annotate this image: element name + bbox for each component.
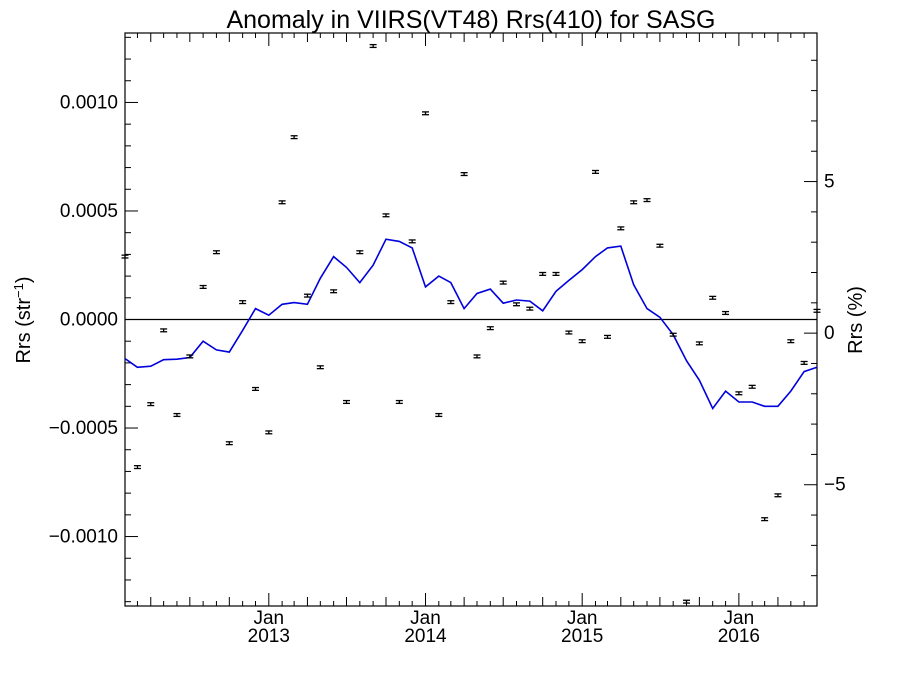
y-tick-label: 0.0005 xyxy=(60,201,118,222)
data-point xyxy=(173,412,181,418)
data-point xyxy=(787,339,795,344)
data-point xyxy=(147,402,155,407)
data-point xyxy=(199,284,207,290)
x-tick-year-label: 2015 xyxy=(561,626,603,647)
data-point xyxy=(813,308,821,313)
data-point xyxy=(186,354,194,359)
data-point xyxy=(133,465,141,470)
data-point xyxy=(225,441,233,446)
y2-tick-label: 5 xyxy=(824,172,835,193)
data-point xyxy=(630,200,638,205)
data-point xyxy=(617,226,625,231)
y-axis-tick-labels: 0.0010 0.0005 0.0000 −0.0005 −0.0010 xyxy=(49,92,118,547)
data-point xyxy=(669,332,677,337)
data-point xyxy=(643,198,651,203)
data-point xyxy=(539,271,547,276)
data-point xyxy=(748,384,756,389)
data-point xyxy=(709,295,717,300)
data-point xyxy=(486,326,494,331)
data-point xyxy=(356,250,364,255)
smoothed-anomaly-line xyxy=(124,238,818,411)
data-point xyxy=(435,412,443,418)
data-point xyxy=(552,271,560,276)
data-point xyxy=(303,293,311,298)
data-point xyxy=(290,135,298,140)
data-point xyxy=(604,334,612,339)
data-point xyxy=(565,330,573,335)
y2-tick-label: −5 xyxy=(824,475,846,496)
x-tick-month-label: Jan xyxy=(567,608,598,629)
data-point xyxy=(447,300,455,305)
data-point xyxy=(460,172,468,177)
data-point xyxy=(800,360,808,365)
data-point xyxy=(239,300,247,305)
data-point xyxy=(695,341,703,346)
y2-axis-tick-labels: 5 0 −5 xyxy=(824,172,846,496)
data-point xyxy=(722,310,730,316)
x-tick-year-label: 2014 xyxy=(404,626,447,647)
data-point xyxy=(212,250,220,255)
data-point xyxy=(408,239,416,244)
data-point xyxy=(526,306,534,311)
data-point xyxy=(330,289,338,294)
data-point xyxy=(421,111,429,116)
chart-title: Anomaly in VIIRS(VT48) Rrs(410) for SASG xyxy=(226,6,715,34)
data-point xyxy=(316,365,324,370)
data-point xyxy=(343,399,351,405)
x-tick-year-label: 2013 xyxy=(248,626,290,647)
y-tick-label: −0.0010 xyxy=(49,527,118,548)
y-axis-label: Rrs (str−1) xyxy=(11,276,35,363)
x-tick-month-label: Jan xyxy=(253,608,284,629)
y-tick-label: 0.0000 xyxy=(60,310,118,331)
anomaly-trend-polyline xyxy=(124,238,818,411)
data-point xyxy=(121,254,129,259)
data-point xyxy=(682,599,690,604)
x-tick-month-label: Jan xyxy=(724,608,755,629)
data-point xyxy=(160,328,168,333)
data-point xyxy=(473,354,481,359)
data-point xyxy=(578,339,586,344)
data-point xyxy=(252,386,260,392)
data-point xyxy=(774,493,782,498)
x-tick-year-label: 2016 xyxy=(718,626,760,647)
monthly-anomaly-points xyxy=(121,43,821,604)
data-point xyxy=(369,43,377,49)
data-point xyxy=(499,280,507,285)
data-point xyxy=(395,399,403,405)
data-point xyxy=(656,243,664,248)
data-point xyxy=(278,200,286,205)
y-tick-label: 0.0010 xyxy=(60,92,118,113)
data-point xyxy=(265,430,273,435)
y-tick-label: −0.0005 xyxy=(49,418,118,439)
y2-axis-label: Rrs (%) xyxy=(845,286,867,354)
data-point xyxy=(735,391,743,396)
data-point xyxy=(382,213,390,218)
y2-tick-label: 0 xyxy=(824,323,835,344)
data-point xyxy=(591,169,599,174)
x-tick-month-label: Jan xyxy=(410,608,441,629)
data-point xyxy=(513,302,521,307)
data-point xyxy=(761,517,769,522)
